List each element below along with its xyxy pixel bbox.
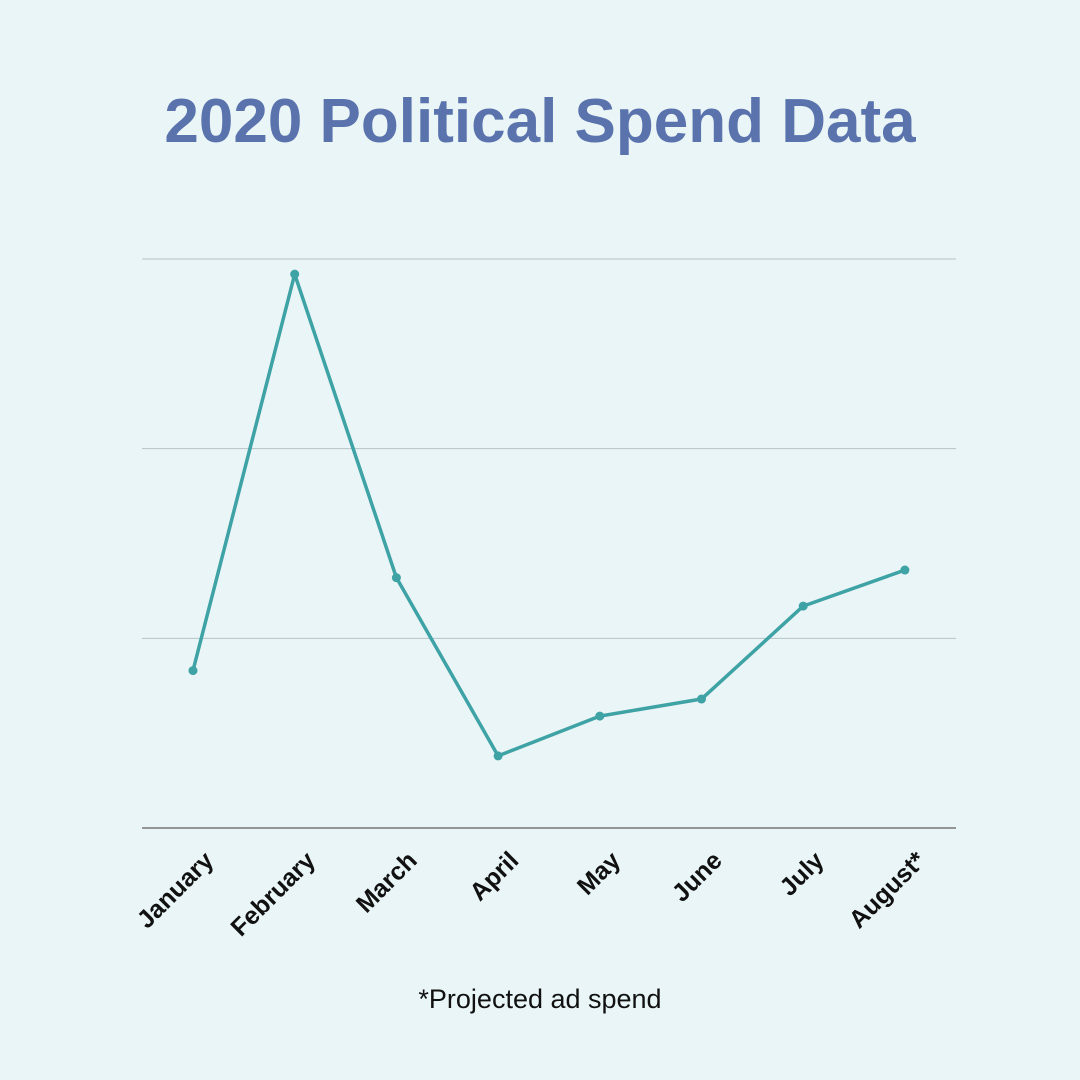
x-tick-label: May bbox=[572, 846, 626, 900]
x-tick-label: July bbox=[774, 846, 829, 901]
x-tick-label: January bbox=[132, 846, 220, 934]
x-tick-label: June bbox=[667, 846, 728, 907]
x-tick-label: February bbox=[225, 846, 321, 942]
data-point-april bbox=[493, 751, 503, 761]
x-tick-label: April bbox=[464, 846, 524, 906]
data-point-august bbox=[900, 565, 910, 575]
chart-title: 2020 Political Spend Data bbox=[164, 87, 916, 156]
data-point-january bbox=[188, 666, 198, 676]
data-point-july bbox=[798, 601, 808, 611]
data-point-march bbox=[391, 573, 401, 583]
data-point-may bbox=[595, 711, 605, 721]
footnote: *Projected ad spend bbox=[418, 984, 662, 1014]
data-point-february bbox=[290, 269, 300, 279]
x-tick-label: August* bbox=[844, 846, 932, 934]
x-tick-label: March bbox=[351, 846, 423, 918]
data-point-june bbox=[697, 694, 706, 704]
series-line bbox=[191, 272, 906, 758]
